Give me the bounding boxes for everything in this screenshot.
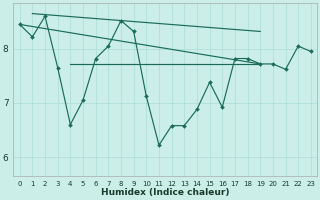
X-axis label: Humidex (Indice chaleur): Humidex (Indice chaleur) — [101, 188, 229, 197]
